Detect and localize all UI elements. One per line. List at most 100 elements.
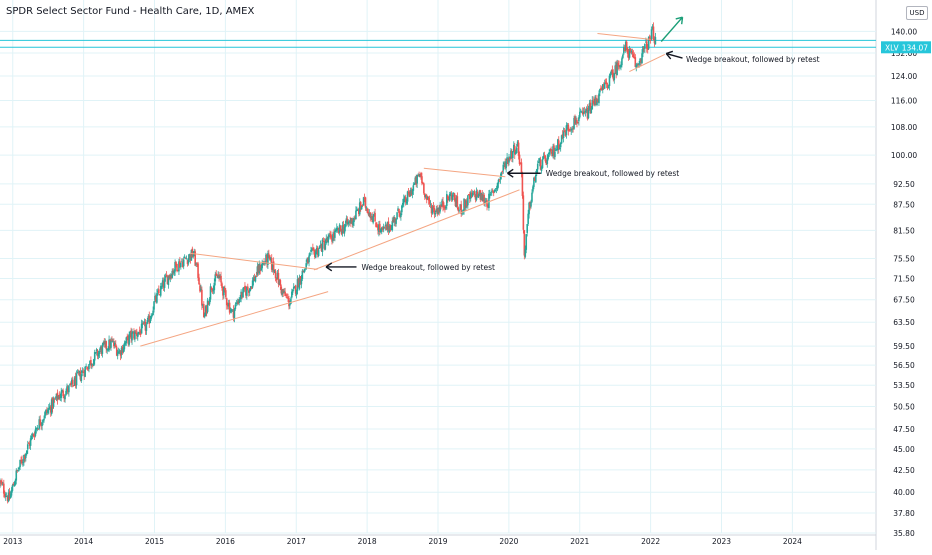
candle-body: [144, 322, 147, 331]
candle-body: [520, 162, 523, 174]
candle-body: [543, 154, 546, 156]
candle-body: [626, 48, 629, 54]
candle-body: [274, 270, 277, 278]
candle-body: [291, 289, 294, 293]
candle-body: [89, 360, 91, 365]
candle-body: [60, 391, 63, 398]
candle-body: [2, 484, 4, 486]
candle-body: [562, 131, 565, 138]
candle-body: [131, 332, 133, 341]
candle-body: [116, 352, 119, 356]
candle-body: [453, 193, 456, 201]
candle-body: [375, 222, 377, 227]
currency-badge[interactable]: USD: [906, 6, 928, 20]
candle-body: [277, 272, 280, 285]
candle-body: [298, 277, 301, 289]
candle-body: [595, 97, 597, 105]
candle-body: [248, 288, 251, 292]
candle-body: [490, 192, 492, 194]
candle-body: [386, 221, 389, 230]
candle-body: [336, 228, 339, 230]
candle-body: [441, 200, 443, 207]
candle-body: [210, 287, 213, 291]
candle-body: [491, 190, 494, 192]
horizontal-levels: [0, 39, 876, 48]
candle-body: [431, 207, 434, 214]
candle-body: [72, 384, 75, 386]
candle-body: [470, 192, 473, 197]
candle-body: [381, 227, 384, 230]
candle-body: [645, 41, 647, 43]
candle-body: [540, 166, 543, 171]
candle-body: [311, 248, 313, 251]
candle-body: [180, 262, 182, 268]
candle-body: [35, 428, 38, 430]
candle-body: [120, 347, 123, 355]
candle-body: [488, 193, 490, 209]
candle-body: [583, 111, 586, 113]
y-tick-label: 81.50: [893, 226, 915, 235]
candle-body: [250, 286, 253, 289]
candle-body: [475, 190, 478, 200]
candle-body: [73, 377, 76, 386]
candle-body: [103, 341, 106, 344]
candle-body: [230, 309, 233, 312]
grid-lines: [0, 0, 877, 550]
candle-body: [654, 37, 657, 45]
candle-body: [182, 259, 185, 267]
candle-body: [152, 310, 154, 316]
candle-body: [305, 263, 307, 270]
candle-body: [635, 64, 638, 68]
candle-body: [25, 453, 27, 458]
candle-body: [302, 270, 305, 272]
candle-body: [17, 470, 19, 472]
candle-body: [345, 218, 348, 224]
candle-body: [536, 163, 539, 170]
candle-body: [379, 223, 381, 231]
candle-body: [512, 144, 515, 152]
candle-body: [211, 288, 214, 291]
candle-body: [284, 291, 286, 297]
candle-body: [289, 303, 291, 306]
candle-body: [260, 268, 263, 271]
candle-body: [111, 339, 113, 341]
trendline: [629, 53, 666, 73]
candle-body: [205, 305, 208, 314]
candle-body: [474, 194, 477, 200]
candle-body: [439, 205, 441, 212]
candle-body: [155, 296, 157, 302]
candle-body: [438, 208, 440, 213]
candle-body: [187, 257, 190, 264]
candle-body: [415, 177, 418, 185]
candle-body: [544, 155, 547, 162]
candle-body: [533, 177, 535, 187]
candle-body: [92, 359, 95, 366]
candle-body: [197, 263, 199, 278]
candle-body: [185, 258, 188, 260]
candle-body: [86, 367, 88, 370]
candle-body: [380, 229, 382, 232]
candle-body: [613, 73, 616, 81]
candle-body: [37, 428, 40, 430]
candle-body: [333, 232, 335, 238]
candle-body: [437, 207, 440, 214]
candle-body: [50, 399, 53, 414]
candle-body: [469, 192, 472, 199]
candle-body: [3, 493, 6, 497]
candle-body: [371, 216, 373, 222]
candle-body: [524, 248, 527, 257]
candle-body: [418, 174, 420, 177]
candle-body: [490, 190, 493, 192]
candle-body: [530, 202, 532, 207]
candle-body: [401, 205, 403, 213]
candle-body: [180, 261, 183, 263]
candle-body: [84, 366, 86, 377]
candle-body: [36, 427, 39, 430]
trendline: [189, 252, 318, 270]
candle-body: [589, 102, 592, 114]
candle-body: [547, 154, 550, 159]
candle-body: [497, 179, 500, 184]
candle-body: [502, 164, 505, 171]
